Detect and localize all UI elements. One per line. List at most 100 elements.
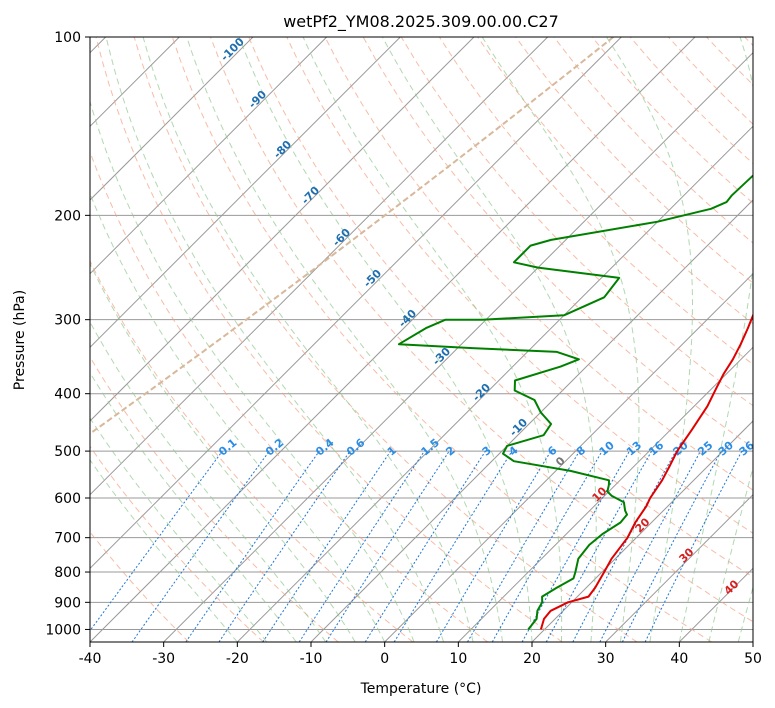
dry-adiabat-label: -60 bbox=[330, 226, 353, 249]
mixing-ratio-line bbox=[325, 450, 450, 642]
dry-adiabat-line bbox=[324, 37, 753, 491]
moist-adiabat-line bbox=[302, 37, 563, 642]
isotherm-line bbox=[163, 51, 753, 642]
x-axis-label: Temperature (°C) bbox=[360, 681, 482, 697]
mixing-ratio-label: 1.5 bbox=[419, 436, 442, 458]
dry-adiabat-label: -70 bbox=[299, 184, 322, 207]
special-adiabat-line bbox=[90, 37, 615, 435]
y-tick-label: 500 bbox=[54, 444, 81, 460]
moist-adiabat-line bbox=[90, 417, 268, 642]
dry-adiabat-line bbox=[248, 37, 753, 578]
y-tick-label: 1000 bbox=[45, 622, 81, 638]
temperature-profile-line bbox=[539, 312, 753, 630]
y-tick-label: 600 bbox=[54, 491, 81, 507]
dry-adiabat-line bbox=[744, 37, 753, 47]
mixing-ratio-line bbox=[262, 450, 392, 642]
dry-adiabat-label: -40 bbox=[396, 307, 419, 330]
adiabat-labels: 0.1 0.2 0.4 0.6 1 1.5 2 3 4 6 8 10 13 16 20 25 30 36-100-… bbox=[216, 35, 753, 598]
isotherm-line bbox=[90, 37, 401, 349]
moist-adiabat-line bbox=[90, 192, 386, 642]
isotherm-line bbox=[90, 37, 549, 496]
x-tick-label: -20 bbox=[226, 651, 249, 667]
dry-adiabat-line bbox=[90, 150, 488, 642]
mixing-ratio-label: 0.2 bbox=[263, 436, 286, 458]
y-axis-label: Pressure (hPa) bbox=[12, 290, 28, 390]
dry-adiabat-line bbox=[90, 259, 414, 642]
x-tick-label: 0 bbox=[380, 651, 389, 667]
y-tick-label: 300 bbox=[54, 313, 81, 329]
dry-adiabat-label: -10 bbox=[507, 416, 530, 439]
mixing-ratio-label: 0.6 bbox=[344, 436, 368, 459]
isotherm-line bbox=[90, 37, 328, 275]
x-tick-label: -30 bbox=[152, 651, 175, 667]
moist-adiabat-line bbox=[708, 465, 753, 642]
mixing-ratio-line bbox=[393, 450, 513, 642]
y-tick-label: 100 bbox=[54, 30, 81, 46]
dry-adiabat-label: -50 bbox=[361, 267, 384, 290]
moist-adiabat-line bbox=[105, 37, 445, 642]
mixing-ratio-line bbox=[298, 450, 425, 642]
moist-adiabat-line bbox=[90, 262, 356, 642]
moist-adiabat-line bbox=[90, 459, 238, 642]
mixing-ratio-line bbox=[491, 450, 603, 642]
mixing-ratio-line bbox=[644, 450, 743, 642]
dry-adiabat-line bbox=[90, 356, 339, 642]
mixing-ratio-line bbox=[185, 450, 320, 642]
moist-adiabat-line bbox=[737, 585, 753, 642]
isotherm-line bbox=[236, 125, 753, 642]
isotherm-line bbox=[310, 199, 753, 642]
dry-adiabat-label: -100 bbox=[218, 35, 247, 64]
moist-adiabat-line bbox=[678, 37, 753, 642]
y-tick-label: 700 bbox=[54, 531, 81, 547]
mixing-ratio-line bbox=[90, 450, 223, 632]
mixing-ratio-line bbox=[545, 450, 653, 642]
dry-adiabat-label: -90 bbox=[246, 88, 269, 111]
isotherm-line bbox=[90, 37, 696, 642]
mixing-ratio-line bbox=[467, 450, 580, 642]
profile-lines bbox=[397, 174, 753, 631]
isotherm-line bbox=[531, 420, 753, 642]
isotherm-line bbox=[384, 272, 753, 642]
mixing-ratio-label: 3 bbox=[480, 444, 494, 459]
mixing-ratio-label: 1 bbox=[385, 444, 399, 459]
moist-adiabat-label: 30 bbox=[677, 545, 697, 565]
x-axis-ticks: -40 -30 -20 -10 0 10 20 30 40 50 bbox=[79, 642, 762, 667]
dry-adiabat-line bbox=[706, 37, 753, 86]
moist-adiabat-line bbox=[481, 37, 640, 642]
mixing-ratio-line bbox=[131, 450, 270, 642]
y-tick-label: 400 bbox=[54, 387, 81, 403]
y-tick-label: 200 bbox=[54, 208, 81, 224]
x-tick-label: -40 bbox=[79, 651, 102, 667]
background-lines bbox=[90, 37, 753, 642]
moist-adiabat-line bbox=[381, 37, 597, 642]
moist-adiabat-label: 20 bbox=[633, 515, 653, 535]
y-axis-ticks: 100 200 300 400 500 600 700 800 900 1000 bbox=[45, 30, 90, 638]
dry-adiabat-line bbox=[90, 531, 190, 642]
mixing-ratio-label: 13 bbox=[624, 439, 644, 459]
x-tick-label: 20 bbox=[523, 651, 541, 667]
isotherm-line bbox=[90, 37, 254, 201]
mixing-ratio-label: 8 bbox=[574, 444, 588, 459]
y-tick-label: 800 bbox=[54, 565, 81, 581]
mixing-ratio-line bbox=[364, 450, 486, 642]
moist-adiabat-line bbox=[238, 37, 533, 642]
moist-adiabat-line bbox=[606, 37, 693, 642]
isotherm-line bbox=[90, 37, 622, 570]
x-tick-label: 40 bbox=[670, 651, 688, 667]
moist-adiabat-line bbox=[186, 37, 503, 642]
mixing-ratio-line bbox=[521, 450, 630, 642]
moist-adiabat-line bbox=[90, 321, 327, 642]
chart-title: wetPf2_YM08.2025.309.00.00.C27 bbox=[283, 12, 559, 32]
moist-adiabat-label: 40 bbox=[722, 577, 742, 597]
x-tick-label: 50 bbox=[744, 651, 762, 667]
x-tick-label: -10 bbox=[300, 651, 323, 667]
y-tick-label: 900 bbox=[54, 595, 81, 611]
dry-adiabat-label: -20 bbox=[470, 381, 493, 404]
dry-adiabat-line bbox=[286, 37, 753, 534]
x-tick-label: 30 bbox=[597, 651, 615, 667]
dry-adiabat-line bbox=[90, 445, 264, 642]
dry-adiabat-line bbox=[95, 37, 563, 642]
isotherm-line bbox=[457, 346, 753, 642]
